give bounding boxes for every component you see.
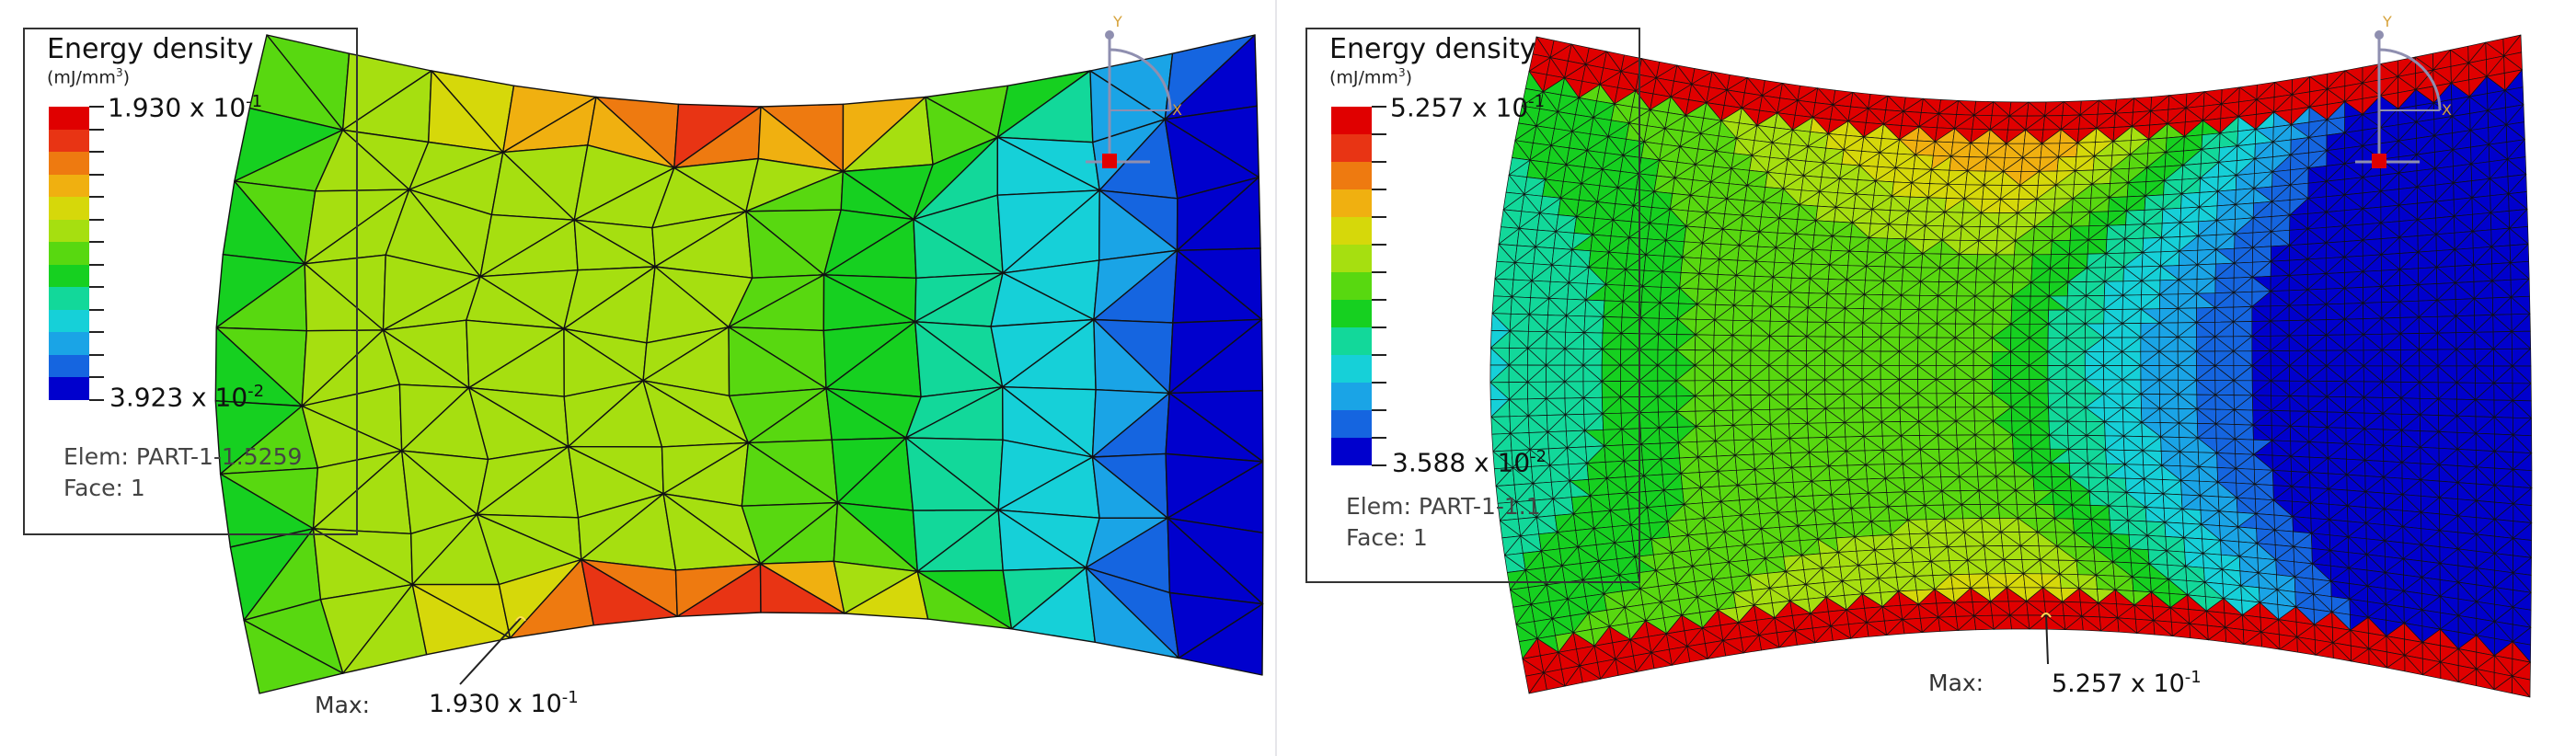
color-scale-tick <box>1372 437 1386 439</box>
legend-unit: (mJ/mm3) <box>47 66 131 88</box>
color-scale-segment <box>49 197 89 220</box>
color-scale-tick <box>1372 106 1386 108</box>
max-value: 5.257 x 10-1 <box>2052 668 2202 698</box>
mesh-element <box>759 563 845 614</box>
color-scale-tick <box>1372 189 1386 190</box>
color-scale-tick <box>89 106 104 108</box>
color-scale-bar <box>1331 107 1372 465</box>
color-scale-bar <box>49 107 89 400</box>
mesh-element <box>243 619 344 694</box>
color-scale-segment <box>49 264 89 287</box>
face-readout: Face: 1 <box>1346 524 1428 551</box>
color-scale-tick <box>1372 271 1386 273</box>
color-scale-segment <box>49 152 89 175</box>
legend-box: Energy density (mJ/mm3) 1.930 x 10-1 3.9… <box>23 28 358 535</box>
color-scale-segment <box>49 287 89 310</box>
color-scale-segment <box>1331 217 1372 245</box>
color-scale-segment <box>49 219 89 242</box>
color-scale-segment <box>49 107 89 130</box>
color-scale-tick <box>89 128 104 131</box>
color-scale-segment <box>1331 107 1372 134</box>
color-scale-tick <box>1372 409 1386 411</box>
color-scale-tick <box>89 286 104 288</box>
face-readout: Face: 1 <box>63 475 145 501</box>
color-scale-tick <box>1372 464 1386 466</box>
coarse-mesh-panel: Energy density (mJ/mm3) 1.930 x 10-1 3.9… <box>0 0 1273 756</box>
color-scale-segment <box>1331 383 1372 410</box>
axis-triad-icon <box>2355 30 2442 168</box>
color-scale-segment <box>49 242 89 265</box>
legend-unit: (mJ/mm3) <box>1329 66 1413 88</box>
color-scale-segment <box>49 354 89 377</box>
color-scale-segment <box>1331 327 1372 355</box>
mesh-elements <box>1489 34 2533 698</box>
max-label: Max: <box>315 692 371 718</box>
color-scale-segment <box>49 332 89 355</box>
color-scale-tick <box>89 196 104 198</box>
color-scale-tick <box>89 241 104 243</box>
color-scale-tick <box>1372 216 1386 218</box>
legend-title: Energy density <box>1329 33 1536 65</box>
mesh-element <box>581 558 678 626</box>
max-leader-line <box>459 617 522 685</box>
mesh-elements <box>214 34 1264 694</box>
color-scale-segment <box>1331 162 1372 189</box>
color-scale-segment <box>49 309 89 332</box>
color-scale-segment <box>1331 272 1372 300</box>
fine-mesh-panel: Energy density (mJ/mm3) 5.257 x 10-1 3.5… <box>1282 0 2556 756</box>
color-scale-segment <box>1331 355 1372 383</box>
panel-divider <box>1275 0 1277 756</box>
coarse-mesh-contour[interactable] <box>0 0 1273 756</box>
mesh-element <box>411 583 512 656</box>
legend-box: Energy density (mJ/mm3) 5.257 x 10-1 3.5… <box>1305 28 1640 583</box>
color-scale-tick <box>89 331 104 333</box>
legend-max-value: 5.257 x 10-1 <box>1390 92 1546 123</box>
axis-triad: Y X <box>2346 13 2456 169</box>
color-scale-segment <box>1331 134 1372 162</box>
axis-triad-icon <box>1086 30 1172 168</box>
color-scale-tick <box>1372 299 1386 301</box>
color-scale-segment <box>49 174 89 197</box>
color-scale-tick <box>1372 382 1386 384</box>
fine-mesh-contour[interactable] <box>1282 0 2556 756</box>
legend-title: Energy density <box>47 33 254 65</box>
max-value: 1.930 x 10-1 <box>429 688 579 718</box>
color-scale-segment <box>1331 438 1372 465</box>
color-scale-tick <box>89 263 104 266</box>
element-readout: Elem: PART-1-1.5259 <box>63 443 303 470</box>
legend-max-value: 1.930 x 10-1 <box>108 92 263 123</box>
color-scale-tick <box>89 218 104 221</box>
color-scale-tick <box>1372 161 1386 163</box>
color-scale-tick <box>89 376 104 378</box>
legend-min-value: 3.923 x 10-2 <box>109 381 265 412</box>
mesh-element <box>1178 603 1264 676</box>
color-scale-tick <box>89 173 104 176</box>
color-scale-tick <box>89 308 104 311</box>
max-label: Max: <box>1928 670 1984 696</box>
color-scale-tick <box>1372 133 1386 135</box>
max-marker-icon <box>515 616 526 622</box>
triad-y-label: Y <box>1113 13 1122 30</box>
color-scale-segment <box>1331 300 1372 327</box>
axis-triad: Y X <box>1076 13 1187 169</box>
legend-min-value: 3.588 x 10-2 <box>1392 447 1547 478</box>
element-readout: Elem: PART-1-1.1 <box>1346 493 1541 520</box>
color-scale-segment <box>1331 189 1372 217</box>
color-scale-tick <box>89 353 104 356</box>
triad-x-label: X <box>1172 101 1182 119</box>
color-scale-segment <box>1331 410 1372 438</box>
color-scale-segment <box>1331 245 1372 272</box>
color-scale-tick <box>1372 326 1386 328</box>
color-scale-segment <box>49 129 89 152</box>
color-scale-tick <box>1372 354 1386 356</box>
color-scale-tick <box>89 398 104 401</box>
mesh-element <box>1085 567 1179 659</box>
mesh-element <box>916 570 1013 630</box>
color-scale-tick <box>1372 244 1386 246</box>
color-scale-tick <box>89 151 104 153</box>
color-scale-segment <box>49 377 89 400</box>
